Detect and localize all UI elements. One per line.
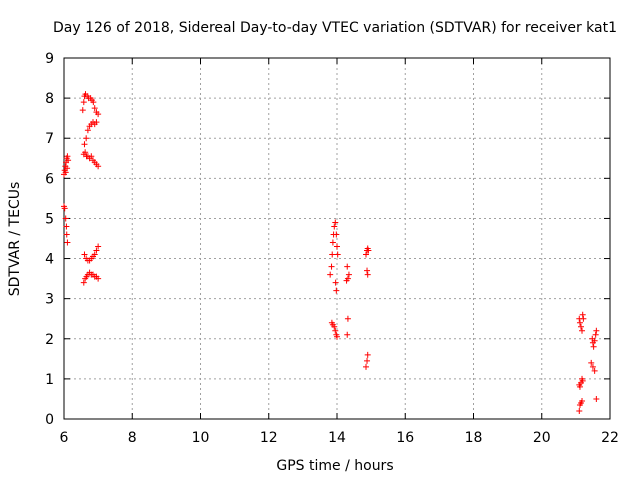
data-point	[331, 323, 338, 330]
data-point	[590, 343, 597, 350]
data-point	[365, 247, 372, 254]
data-point	[95, 275, 102, 282]
x-tick-label: 22	[601, 430, 619, 446]
data-point	[344, 275, 351, 282]
data-point	[593, 327, 600, 334]
data-point	[81, 141, 88, 148]
data-point	[65, 157, 72, 164]
y-tick-label: 1	[45, 372, 54, 388]
data-point	[91, 251, 98, 258]
data-point	[81, 251, 88, 258]
x-tick-label: 8	[128, 430, 137, 446]
data-point	[88, 153, 95, 160]
data-point	[328, 263, 335, 270]
data-point	[588, 359, 595, 366]
x-tick-label: 14	[328, 430, 346, 446]
data-point	[363, 251, 370, 258]
y-tick-label: 6	[45, 171, 54, 187]
data-point	[95, 111, 102, 118]
data-point	[364, 357, 371, 364]
data-point	[580, 315, 587, 322]
data-point	[577, 323, 584, 330]
x-tick-label: 16	[396, 430, 414, 446]
data-point	[576, 383, 583, 390]
data-point	[64, 165, 71, 172]
x-tick-label: 10	[192, 430, 210, 446]
data-point	[344, 315, 351, 322]
data-point	[93, 247, 100, 254]
data-point	[332, 327, 339, 334]
data-point	[333, 231, 340, 238]
data-point	[61, 205, 68, 212]
data-point	[579, 397, 586, 404]
data-point	[80, 99, 87, 106]
data-point	[345, 271, 352, 278]
data-point	[80, 279, 87, 286]
data-point	[62, 215, 69, 222]
data-series	[61, 91, 600, 414]
data-point	[90, 99, 97, 106]
x-tick-label: 12	[260, 430, 278, 446]
data-point	[63, 231, 70, 238]
data-point	[334, 251, 341, 258]
data-point	[334, 333, 340, 340]
chart-title: Day 126 of 2018, Sidereal Day-to-day VTE…	[53, 20, 617, 36]
data-point	[364, 351, 371, 358]
data-point	[82, 149, 89, 156]
y-tick-label: 5	[45, 211, 54, 227]
data-point	[593, 395, 600, 402]
data-point	[576, 407, 583, 414]
data-point	[579, 377, 586, 384]
y-tick-label: 0	[45, 412, 54, 428]
data-point	[334, 243, 340, 250]
data-point	[579, 327, 586, 334]
data-point	[364, 271, 371, 278]
data-point	[64, 239, 71, 246]
x-tick-label: 20	[533, 430, 551, 446]
data-point	[331, 223, 338, 230]
data-point	[327, 271, 334, 278]
y-tick-label: 3	[45, 292, 54, 308]
y-axis: 0 1 2 3 4 5 6 7 8 9	[45, 51, 610, 428]
data-point	[329, 239, 336, 246]
y-axis-label: SDTVAR / TECUs	[7, 182, 23, 297]
data-point	[344, 263, 351, 270]
data-point	[332, 279, 339, 286]
data-point	[363, 363, 370, 370]
data-point	[83, 135, 90, 142]
data-point	[576, 319, 583, 326]
x-tick-label: 6	[60, 430, 69, 446]
data-point	[364, 267, 371, 274]
data-point	[332, 219, 339, 226]
y-tick-label: 4	[45, 252, 54, 268]
y-tick-label: 8	[45, 91, 54, 107]
grid	[64, 58, 610, 419]
data-point	[91, 105, 98, 112]
data-point	[591, 367, 598, 374]
data-point	[329, 251, 336, 258]
data-point	[64, 153, 71, 160]
data-point	[79, 107, 86, 114]
x-axis-label: GPS time / hours	[276, 458, 393, 474]
y-tick-label: 9	[45, 51, 54, 67]
data-point	[579, 311, 586, 318]
y-tick-label: 2	[45, 332, 54, 348]
data-point	[63, 223, 70, 230]
data-point	[84, 127, 91, 134]
data-point	[333, 287, 340, 294]
data-point	[62, 169, 69, 176]
y-tick-label: 7	[45, 131, 54, 147]
data-point	[344, 331, 351, 338]
data-point	[95, 163, 102, 170]
x-axis: 6 8 10 12 14 16 18 20 22	[60, 58, 619, 446]
data-point	[591, 337, 598, 344]
data-point	[93, 119, 100, 126]
data-point	[95, 243, 102, 250]
x-tick-label: 18	[465, 430, 483, 446]
data-point	[589, 363, 596, 370]
data-point	[592, 331, 599, 338]
